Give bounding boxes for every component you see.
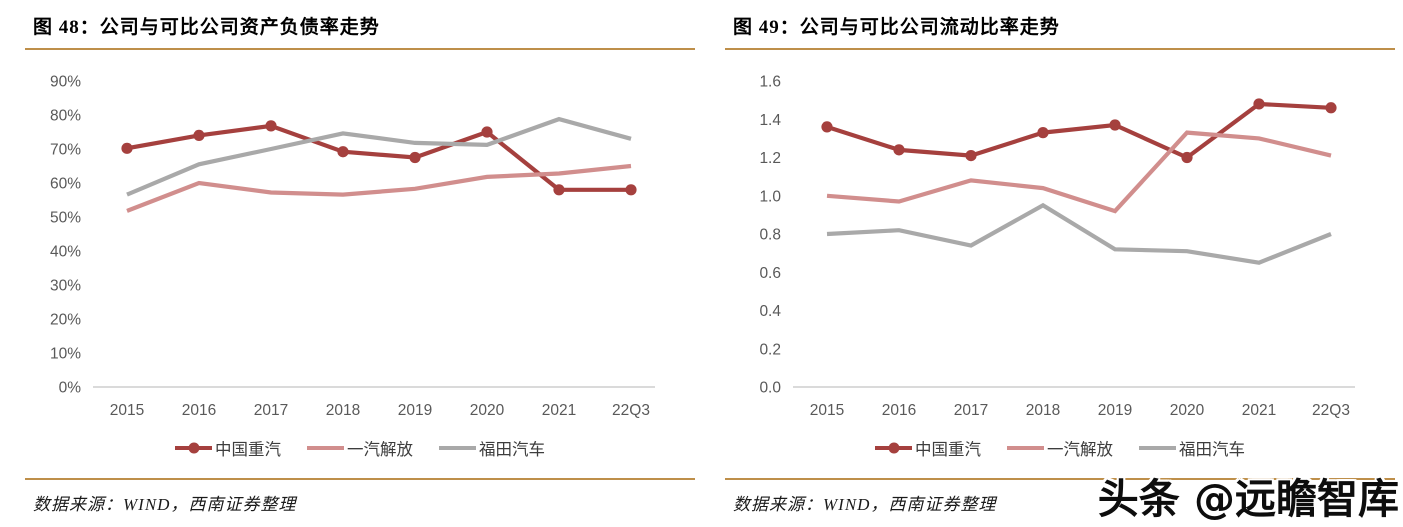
x-tick-label: 22Q3 — [1312, 402, 1350, 419]
watermark-text: 头条 @远瞻智库 — [1097, 475, 1399, 523]
series-line — [126, 116, 632, 197]
legend-item: 福田汽车 — [1139, 436, 1245, 460]
x-tick-label: 2017 — [954, 402, 988, 419]
data-point-marker — [1181, 151, 1193, 164]
x-tick-label: 2015 — [810, 402, 844, 419]
chart-legend: 中国重汽 一汽解放 福田汽车 — [25, 436, 695, 460]
y-tick-label: 10% — [50, 346, 81, 363]
data-point-marker — [1037, 127, 1049, 139]
legend-marker-dot — [188, 442, 199, 454]
y-tick-label: 1.4 — [759, 112, 781, 129]
legend-item: 中国重汽 — [875, 436, 981, 460]
data-point-marker — [481, 126, 493, 138]
y-tick-label: 60% — [50, 176, 81, 193]
series-line — [126, 123, 631, 192]
legend-line-swatch — [875, 442, 912, 454]
y-tick-label: 0.0 — [759, 380, 781, 397]
y-tick-label: 90% — [50, 74, 81, 91]
y-tick-label: 30% — [50, 278, 81, 295]
x-tick-label: 2019 — [398, 402, 432, 419]
y-tick-label: 50% — [50, 210, 81, 227]
chart-legend: 中国重汽 一汽解放 福田汽车 — [725, 436, 1395, 460]
y-tick-label: 0.4 — [759, 303, 781, 320]
x-tick-label: 2017 — [254, 402, 288, 419]
legend-item: 中国重汽 — [175, 436, 281, 460]
legend-line-swatch — [439, 445, 476, 451]
data-point-marker — [965, 149, 977, 162]
data-point-marker — [1109, 119, 1121, 131]
chart-title: 图 48：公司与可比公司资产负债率走势 — [33, 17, 380, 38]
y-tick-label: 1.6 — [759, 74, 781, 91]
series-line — [826, 101, 1332, 160]
legend-label: 中国重汽 — [915, 440, 981, 459]
y-tick-label: 0.6 — [759, 265, 781, 282]
data-point-marker — [337, 146, 349, 158]
x-tick-label: 2020 — [1170, 402, 1205, 419]
series-line — [826, 202, 1332, 265]
data-point-marker — [1253, 98, 1265, 110]
legend-item: 一汽解放 — [1007, 436, 1113, 460]
title-underline — [25, 48, 695, 50]
data-source-note: 数据来源：WIND，西南证券整理 — [33, 495, 297, 514]
data-point-marker — [1325, 102, 1337, 114]
legend-label: 福田汽车 — [1179, 440, 1245, 459]
chart-panel-asset-liability: 图 48：公司与可比公司资产负债率走势 0% 10% 20% 30% 40% 50% 60%… — [25, 12, 695, 517]
y-tick-label: 20% — [50, 312, 81, 329]
data-point-marker — [121, 142, 133, 154]
x-tick-label: 2018 — [326, 402, 360, 419]
y-tick-label: 1.0 — [759, 188, 781, 205]
title-underline — [725, 48, 1395, 50]
legend-item: 福田汽车 — [439, 436, 545, 460]
legend-line-swatch — [175, 442, 212, 454]
x-tick-label: 2021 — [1242, 402, 1276, 419]
x-tick-label: 2016 — [182, 402, 216, 419]
data-point-marker — [265, 120, 277, 132]
y-tick-label: 0.8 — [759, 227, 781, 244]
y-tick-label: 0% — [59, 380, 82, 397]
legend-label: 中国重汽 — [215, 440, 281, 459]
legend-line-swatch — [307, 445, 344, 451]
y-tick-label: 1.2 — [759, 150, 781, 167]
legend-label: 福田汽车 — [479, 440, 545, 459]
x-tick-label: 2016 — [882, 402, 916, 419]
y-tick-label: 40% — [50, 244, 81, 261]
legend-line-swatch — [1007, 445, 1044, 451]
y-tick-label: 80% — [50, 108, 81, 125]
x-tick-label: 2020 — [470, 402, 505, 419]
asset-liability-line-chart: 0% 10% 20% 30% 40% 50% 60% 70% 80% 90% 2015 2016 201… — [50, 74, 655, 419]
x-tick-label: 22Q3 — [612, 402, 650, 419]
series-line — [826, 130, 1332, 214]
chart-panel-current-ratio: 图 49：公司与可比公司流动比率走势 0.0 0.2 0.4 0.6 0.8 1.0 1.2… — [725, 12, 1395, 517]
y-tick-label: 0.2 — [759, 341, 781, 358]
current-ratio-line-chart: 0.0 0.2 0.4 0.6 0.8 1.0 1.2 1.4 1.6 2015 2016 2017 2… — [759, 74, 1355, 419]
data-point-marker — [193, 129, 205, 141]
data-point-marker — [893, 144, 905, 156]
data-point-marker — [409, 151, 421, 164]
x-tick-label: 2015 — [110, 402, 144, 419]
legend-label: 一汽解放 — [1047, 440, 1113, 459]
y-tick-label: 70% — [50, 142, 81, 159]
legend-line-swatch — [1139, 445, 1176, 451]
legend-marker-dot — [888, 442, 899, 454]
legend-item: 一汽解放 — [307, 436, 413, 460]
series-line — [126, 163, 632, 213]
x-tick-label: 2019 — [1098, 402, 1132, 419]
chart-title: 图 49：公司与可比公司流动比率走势 — [733, 17, 1060, 38]
data-source-note: 数据来源：WIND，西南证券整理 — [733, 495, 997, 514]
x-tick-label: 2018 — [1026, 402, 1060, 419]
source-divider — [25, 478, 695, 480]
source-divider — [725, 478, 1395, 480]
data-point-marker — [553, 184, 565, 196]
x-tick-label: 2021 — [542, 402, 576, 419]
legend-label: 一汽解放 — [347, 440, 413, 459]
data-point-marker — [625, 184, 637, 196]
data-point-marker — [821, 121, 833, 133]
